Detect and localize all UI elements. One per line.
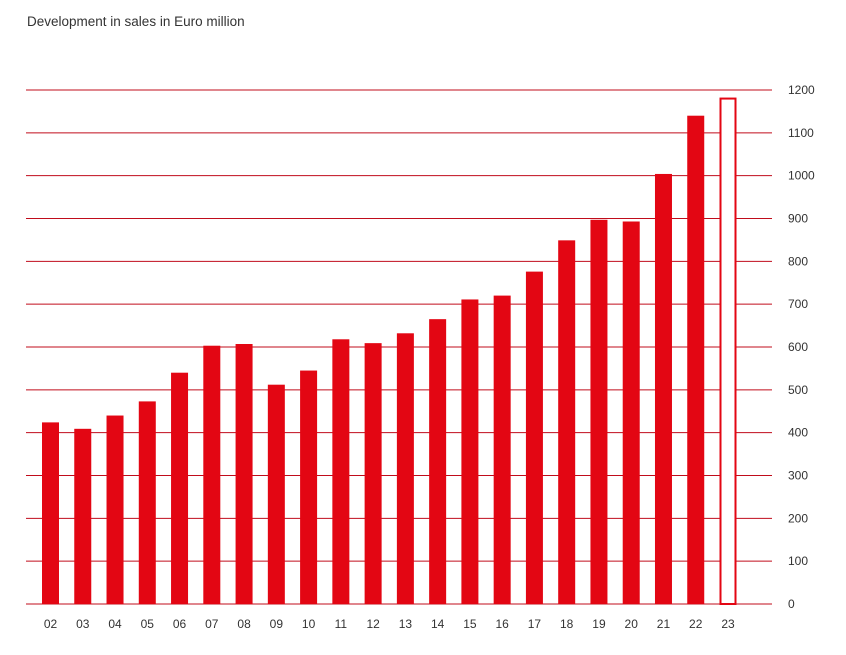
x-tick-label: 18: [560, 617, 574, 631]
x-tick-label: 07: [205, 617, 219, 631]
x-tick-label: 08: [237, 617, 251, 631]
x-tick-label: 17: [528, 617, 542, 631]
x-tick-label: 15: [463, 617, 477, 631]
bar-02: [42, 422, 59, 604]
bar-17: [525, 271, 543, 604]
bar-06: [171, 372, 189, 604]
x-tick-label: 19: [592, 617, 606, 631]
x-axis-ticks: 02 03 04 05 06 07 08 09 10 11 12 13 14 15 16 17 18 19 20 21…: [44, 617, 735, 631]
bar-21: [654, 173, 672, 604]
x-tick-label: 11: [335, 617, 348, 631]
y-tick-label: 900: [788, 212, 808, 226]
x-tick-label: 05: [141, 617, 155, 631]
bar-16: [493, 295, 511, 604]
bars: [42, 97, 737, 605]
x-tick-label: 06: [173, 617, 187, 631]
y-tick-label: 1200: [788, 83, 815, 97]
bar-09: [267, 384, 285, 604]
bar-18: [558, 240, 576, 604]
x-tick-label: 10: [302, 617, 316, 631]
x-tick-label: 20: [625, 617, 639, 631]
bar-20: [622, 221, 640, 604]
y-tick-label: 600: [788, 340, 808, 354]
y-tick-label: 500: [788, 383, 808, 397]
y-tick-label: 300: [788, 469, 808, 483]
y-tick-label: 400: [788, 426, 808, 440]
bar-22: [687, 115, 705, 604]
bar-14: [429, 319, 447, 604]
x-tick-label: 23: [721, 617, 735, 631]
y-tick-label: 0: [788, 597, 795, 611]
x-tick-label: 02: [44, 617, 58, 631]
bar-04: [106, 415, 124, 604]
chart-title: Development in sales in Euro million: [27, 14, 245, 29]
bar-19: [590, 219, 608, 604]
y-tick-label: 100: [788, 554, 808, 568]
x-tick-label: 12: [366, 617, 380, 631]
bar-07: [203, 345, 221, 604]
x-tick-label: 13: [399, 617, 413, 631]
bar-15: [461, 299, 479, 604]
bar-11: [332, 339, 350, 604]
y-axis-ticks: 0 100 200 300 400 500 600 700 800 900 1000 1100 1200: [788, 83, 815, 611]
x-tick-label: 04: [108, 617, 122, 631]
bar-10: [300, 370, 318, 604]
bar-13: [396, 333, 414, 604]
y-tick-label: 1100: [788, 126, 814, 140]
bar-08: [235, 344, 253, 604]
bar-05: [138, 401, 156, 604]
bar-23: [719, 97, 737, 605]
x-tick-label: 09: [270, 617, 284, 631]
x-tick-label: 21: [657, 617, 671, 631]
y-tick-label: 1000: [788, 169, 815, 183]
y-tick-label: 200: [788, 511, 808, 525]
y-tick-label: 800: [788, 254, 808, 268]
bar-03: [74, 428, 92, 604]
y-tick-label: 700: [788, 297, 808, 311]
x-tick-label: 16: [495, 617, 509, 631]
x-tick-label: 22: [689, 617, 703, 631]
x-tick-label: 14: [431, 617, 445, 631]
bar-12: [364, 343, 382, 604]
x-tick-label: 03: [76, 617, 90, 631]
